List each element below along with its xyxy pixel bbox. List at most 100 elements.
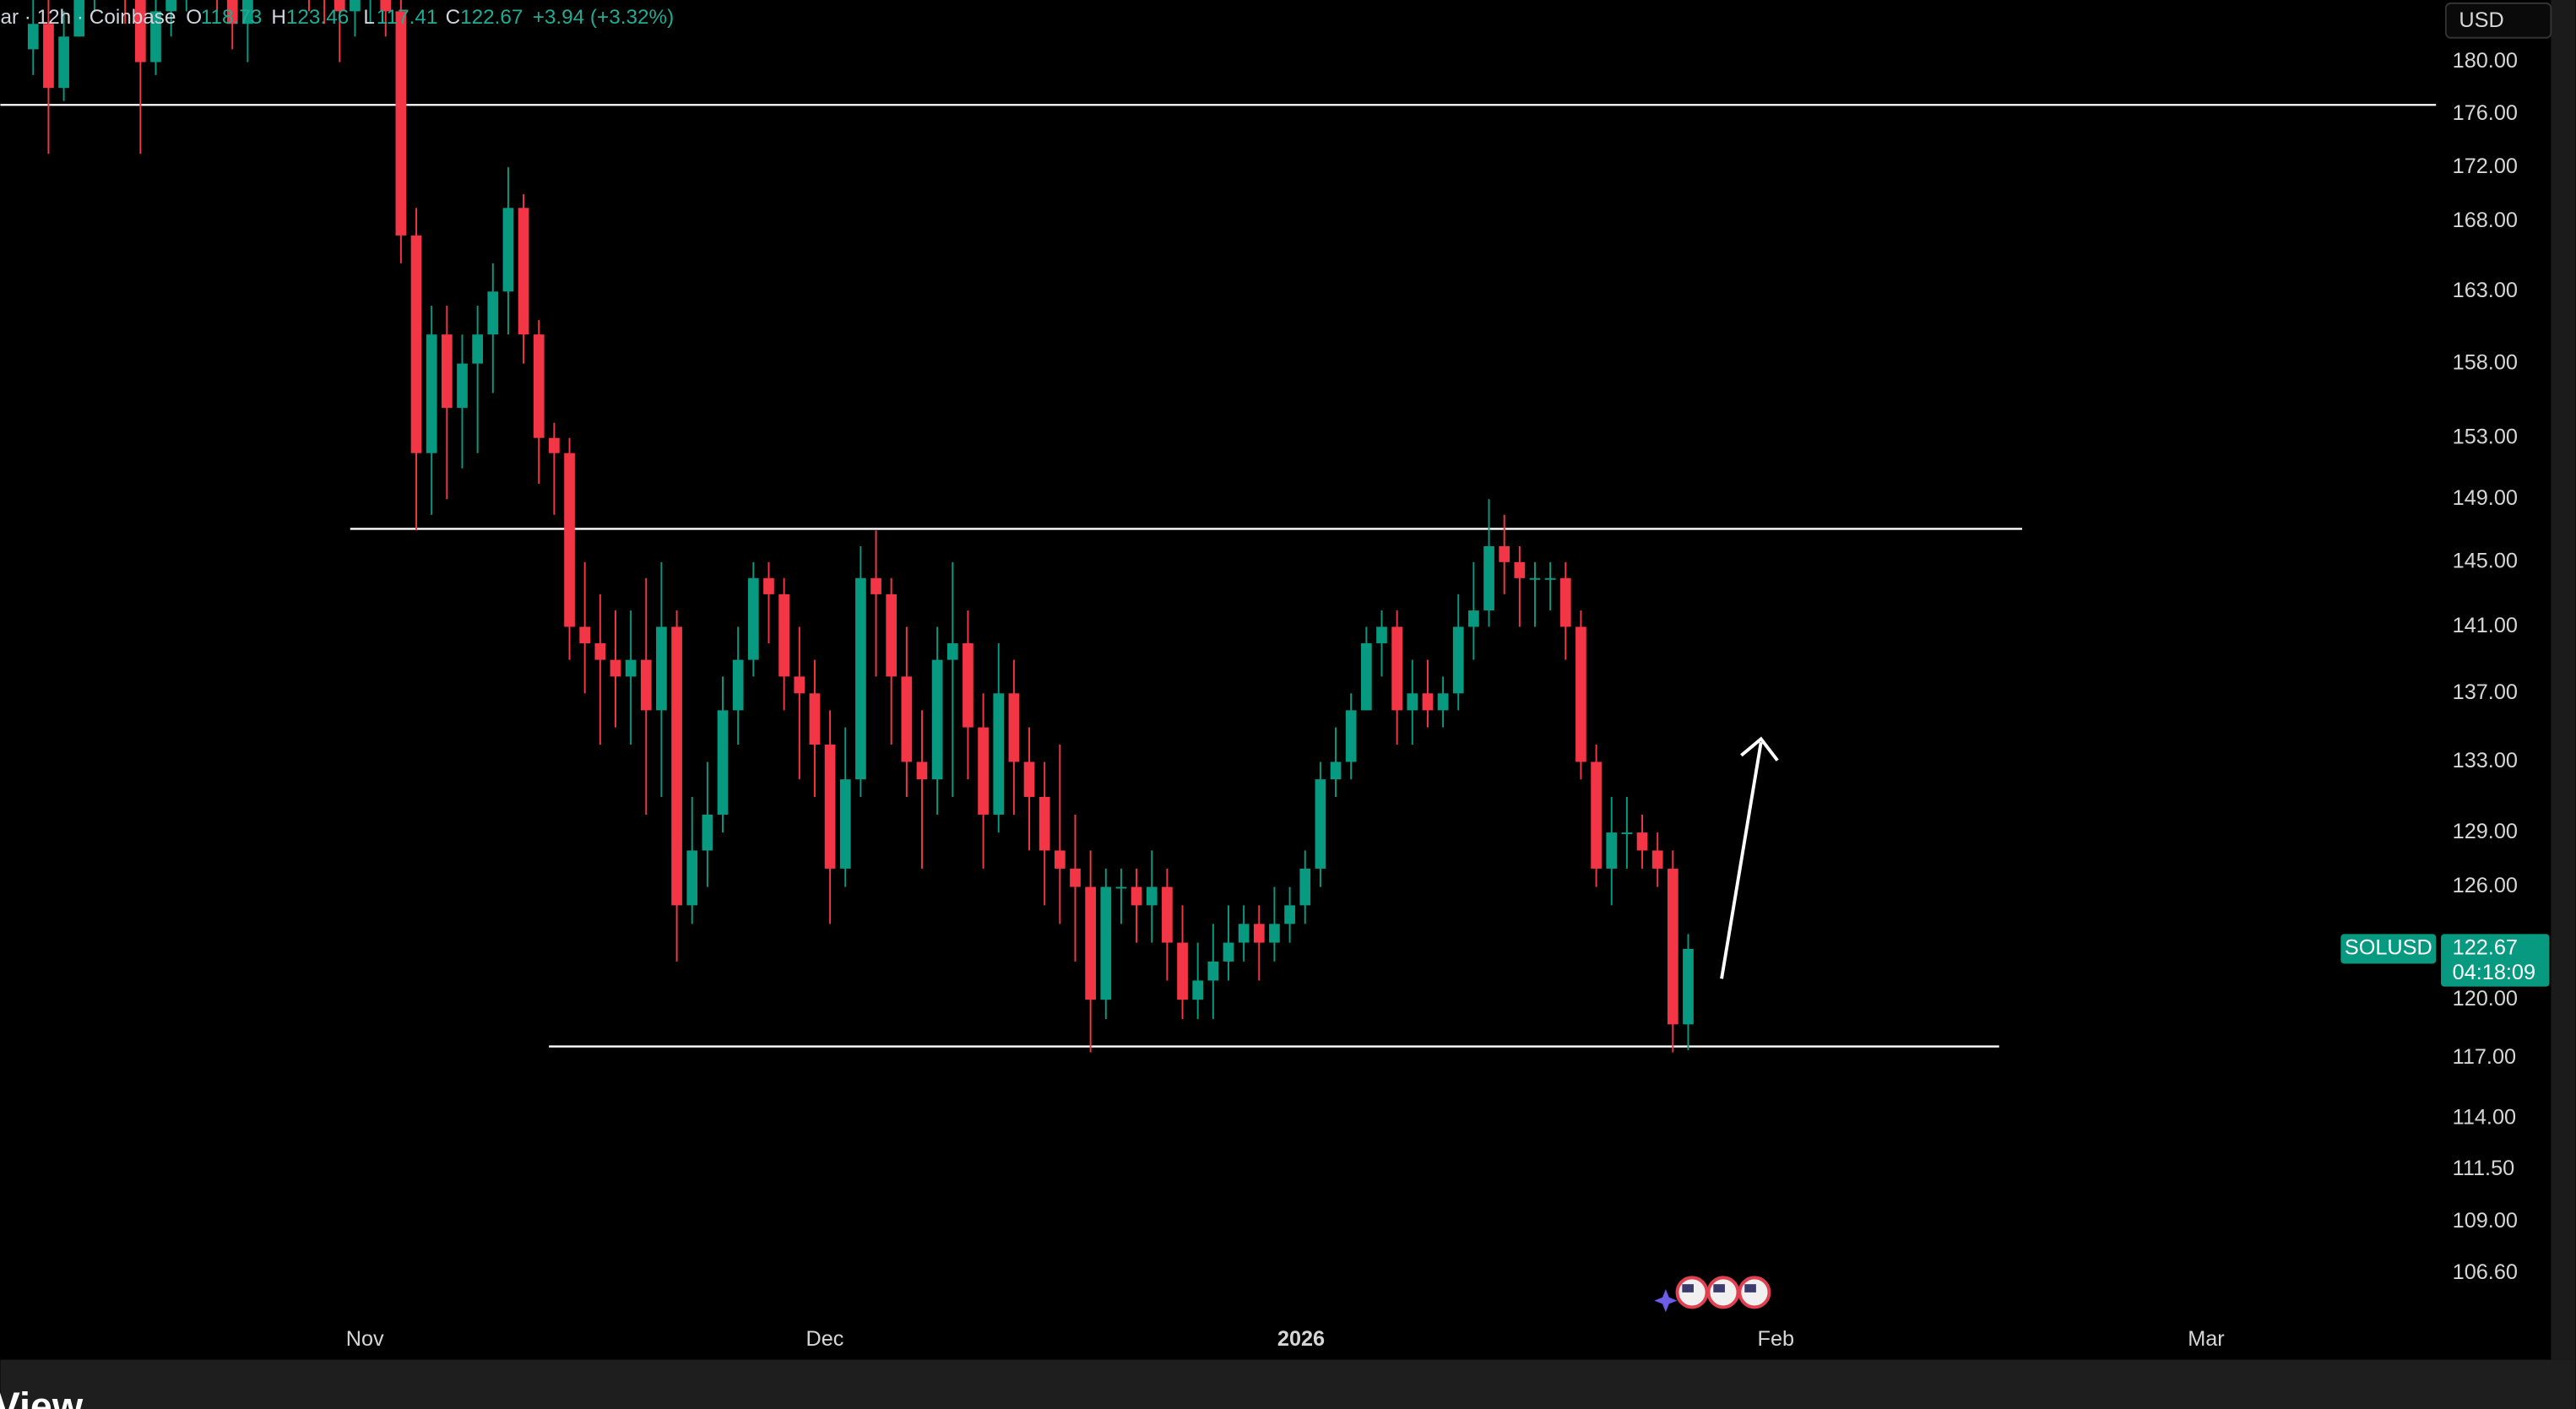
y-tick-label: 114.00: [2453, 1105, 2516, 1129]
candle-body: [963, 642, 973, 728]
plot-area: [0, 0, 2437, 1053]
y-tick-label: 176.00: [2453, 101, 2518, 125]
candle-body: [226, 0, 238, 24]
candle-body: [747, 577, 759, 660]
candle-body: [946, 642, 958, 660]
candle-body: [564, 453, 575, 627]
candle-body: [1299, 868, 1311, 906]
y-tick-label: 158.00: [2453, 350, 2518, 374]
candle-body: [1315, 779, 1326, 869]
x-tick-label: Nov: [346, 1327, 384, 1351]
candle-body: [1683, 948, 1694, 1025]
flag-canton: [1682, 1284, 1694, 1292]
arrow-shaft: [1720, 741, 1763, 979]
candle-body: [1529, 577, 1541, 580]
candle-body: [839, 779, 851, 869]
candle-body: [1253, 924, 1265, 943]
ohlc-label: H: [271, 6, 286, 29]
candle-body: [1345, 710, 1357, 762]
y-tick-label: 180.00: [2453, 49, 2518, 73]
y-tick-label: 145.00: [2453, 550, 2518, 573]
candle-body: [1667, 868, 1678, 1025]
footer-bar: [0, 1359, 2576, 1409]
y-tick-label: 149.00: [2453, 486, 2518, 510]
candle-body: [763, 577, 774, 594]
candle-body: [1146, 886, 1158, 906]
candle-body: [1376, 626, 1387, 643]
candle-body: [1070, 868, 1081, 887]
candle-body: [656, 626, 667, 711]
last-price-tag: [2441, 934, 2550, 987]
brand-logo: View: [0, 1384, 84, 1409]
candle-body: [717, 710, 729, 815]
candle-body: [1636, 832, 1648, 851]
arrow-head: [1740, 736, 1779, 761]
ohlc-label: O: [186, 6, 202, 29]
y-tick-label: 120.00: [2453, 987, 2518, 1011]
candle-body: [1591, 761, 1602, 869]
candle-body: [702, 814, 713, 851]
candle-body: [778, 593, 789, 677]
flag-canton: [1713, 1284, 1725, 1292]
x-tick-label: Dec: [805, 1327, 843, 1351]
y-tick-label: 111.50: [2453, 1157, 2515, 1180]
candle-body: [1192, 980, 1204, 1000]
candle-body: [579, 626, 591, 643]
candle-body: [472, 334, 483, 364]
candle-body: [43, 24, 54, 89]
y-tick-label: 137.00: [2453, 680, 2518, 704]
candle-body: [1039, 796, 1050, 851]
event-icons: [1654, 1276, 1771, 1313]
candle-body: [901, 676, 913, 762]
candle-body: [1269, 924, 1280, 943]
last-price-label: 122.67: [2453, 936, 2518, 960]
currency-button[interactable]: [2444, 2, 2552, 39]
candle-body: [150, 11, 161, 62]
candle-body: [1238, 924, 1250, 943]
candle-body: [134, 0, 146, 62]
sparkle-icon: [1654, 1288, 1678, 1313]
candle-body: [1499, 546, 1510, 562]
candle-body: [1100, 886, 1112, 1000]
flag-canton: [1744, 1284, 1756, 1292]
candle-body: [1177, 942, 1188, 1000]
candle-body: [794, 676, 805, 694]
candle-body: [410, 235, 422, 453]
candle-body: [824, 744, 836, 869]
candle-body: [1575, 626, 1586, 762]
candle-body: [549, 437, 560, 453]
y-tick-label: 163.00: [2453, 279, 2518, 302]
candle-body: [886, 593, 898, 677]
candle-body: [426, 334, 437, 453]
candle-body: [1054, 850, 1066, 869]
candle-body: [242, 0, 253, 24]
candle-body: [533, 334, 545, 438]
candle-body: [1407, 693, 1418, 711]
arrow-drawing: [1720, 736, 1779, 979]
low-value: 117.41: [377, 6, 438, 29]
candle-body: [1008, 693, 1020, 762]
candle-body: [1544, 577, 1556, 580]
y-tick-label: 117.00: [2453, 1045, 2516, 1069]
scroll-strip: [2551, 0, 2576, 1360]
candle-body: [671, 626, 682, 906]
candle-body: [1621, 832, 1633, 835]
candle-body: [1131, 886, 1142, 906]
candle-body: [870, 577, 881, 594]
candle-body: [686, 850, 698, 906]
candle-body: [350, 0, 361, 12]
candle-body: [1391, 626, 1402, 711]
candle-body: [1651, 850, 1663, 869]
ohlc-label: L: [363, 6, 375, 29]
symbol-tag: [2340, 934, 2437, 964]
y-tick-label: 168.00: [2453, 209, 2518, 232]
candle-body: [916, 761, 928, 780]
candle-body: [1162, 886, 1173, 943]
candle-body: [1284, 905, 1295, 924]
y-tick-label: 172.00: [2453, 154, 2518, 178]
x-tick-label: Mar: [2188, 1327, 2225, 1351]
candle-body: [1422, 693, 1434, 711]
candle-body: [1023, 761, 1035, 797]
